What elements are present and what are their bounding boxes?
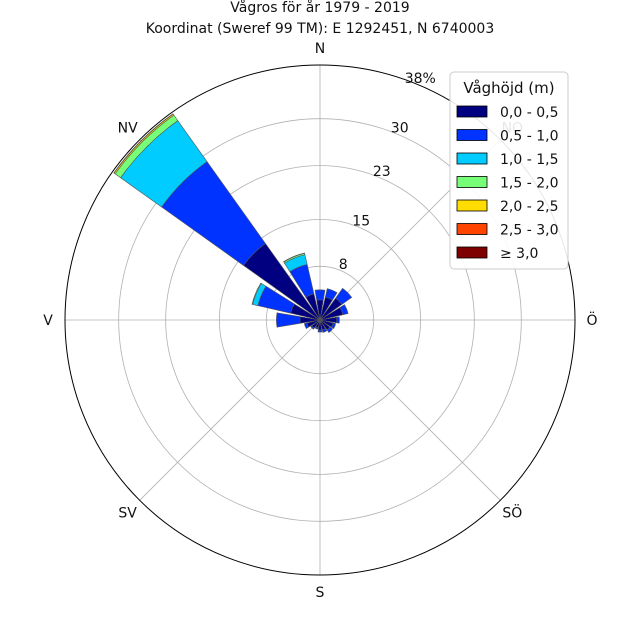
bar-sector-5-bin-1 bbox=[330, 322, 337, 329]
legend-swatch-5 bbox=[456, 223, 488, 235]
bar-sector-8-bin-1 bbox=[317, 329, 323, 333]
bar-sector-13-bin-3 bbox=[251, 282, 262, 305]
direction-label-nv: NV bbox=[118, 121, 138, 137]
legend-items: 0,0 - 0,5 0,5 - 1,0 1,0 - 1,5 1,5 - 2,0 2,0 … bbox=[456, 105, 558, 262]
legend-title: Våghöjd (m) bbox=[463, 79, 554, 97]
direction-label-sö: SÖ bbox=[502, 503, 522, 521]
legend-label-1: 0,5 - 1,0 bbox=[500, 129, 558, 145]
radial-tick-0: 8 bbox=[339, 257, 348, 273]
radial-tick-2: 23 bbox=[373, 164, 391, 180]
grid-spoke-3 bbox=[319, 319, 501, 501]
legend-label-4: 2,0 - 2,5 bbox=[500, 199, 558, 215]
radial-tick-labels: 8 15 23 30 38% bbox=[339, 71, 436, 273]
chart-subtitle: Koordinat (Sweref 99 TM): E 1292451, N 6… bbox=[146, 21, 495, 37]
legend-label-3: 1,5 - 2,0 bbox=[500, 176, 558, 192]
radial-tick-1: 15 bbox=[352, 214, 370, 230]
direction-label-ö: Ö bbox=[586, 311, 597, 329]
radial-tick-4: 38% bbox=[405, 71, 436, 87]
grid-spoke-5 bbox=[139, 319, 321, 501]
radial-tick-3: 30 bbox=[391, 121, 409, 137]
bars-group bbox=[113, 113, 353, 333]
chart-title: Vågros för år 1979 - 2019 bbox=[230, 0, 409, 16]
bar-sector-4-bin-1 bbox=[336, 316, 340, 324]
bar-sector-2-bin-1 bbox=[335, 287, 353, 305]
direction-label-s: S bbox=[316, 585, 325, 601]
bar-sector-3-bin-1 bbox=[339, 304, 349, 316]
legend-swatch-2 bbox=[456, 152, 488, 165]
legend-frame bbox=[449, 71, 569, 270]
bar-sector-7-bin-1 bbox=[321, 328, 328, 333]
legend-swatch-6 bbox=[456, 246, 488, 259]
legend: Våghöjd (m) 0,0 - 0,5 0,5 - 1,0 1,0 - 1,5 1… bbox=[449, 71, 569, 270]
direction-label-v: V bbox=[43, 313, 53, 329]
outer-frame bbox=[64, 64, 576, 576]
direction-label-sv: SV bbox=[118, 505, 137, 521]
legend-label-2: 1,0 - 1,5 bbox=[500, 152, 558, 168]
legend-swatch-0 bbox=[456, 105, 488, 118]
legend-label-0: 0,0 - 0,5 bbox=[500, 105, 558, 121]
direction-label-n: N bbox=[315, 41, 325, 57]
bar-sector-0-bin-1 bbox=[314, 289, 326, 301]
bar-sector-12-bin-1 bbox=[276, 312, 301, 328]
legend-swatch-1 bbox=[456, 129, 488, 141]
bar-sector-10-bin-1 bbox=[310, 325, 315, 330]
bar-sector-15-bin-4 bbox=[283, 252, 305, 263]
bar-sector-1-bin-1 bbox=[324, 288, 338, 301]
bar-sector-11-bin-1 bbox=[303, 322, 310, 329]
bar-sector-6-bin-1 bbox=[326, 326, 333, 333]
legend-swatch-4 bbox=[456, 199, 488, 212]
bar-sector-14-bin-5 bbox=[113, 113, 174, 174]
legend-label-5: 2,5 - 3,0 bbox=[500, 223, 558, 239]
legend-label-6: ≥ 3,0 bbox=[500, 246, 538, 262]
legend-swatch-3 bbox=[456, 176, 488, 188]
bar-sector-9-bin-1 bbox=[314, 326, 319, 330]
